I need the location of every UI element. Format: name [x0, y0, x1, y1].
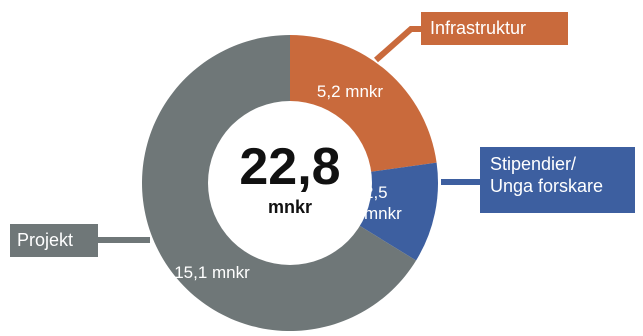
- label-stipendier-line2: Unga forskare: [490, 176, 604, 196]
- center-total-value: 22,8: [239, 138, 341, 196]
- value-label-projekt: 15,1 mnkr: [174, 263, 250, 282]
- value-label-stipendier: 2,5 mnkr: [364, 182, 428, 224]
- value-label-infrastruktur: 5,2 mnkr: [316, 82, 384, 101]
- value-label-stipendier-number: 2,5: [364, 183, 388, 202]
- donut-hole: [208, 101, 372, 265]
- value-label-stipendier-unit: mnkr: [364, 204, 402, 223]
- label-stipendier: Stipendier/ Unga forskare: [480, 147, 635, 213]
- center-total-unit: mnkr: [267, 197, 312, 217]
- label-infrastruktur: Infrastruktur: [421, 12, 568, 45]
- leader-line-infrastruktur: [374, 26, 421, 63]
- label-stipendier-line1: Stipendier/: [490, 154, 577, 174]
- label-projekt: Projekt: [10, 224, 98, 257]
